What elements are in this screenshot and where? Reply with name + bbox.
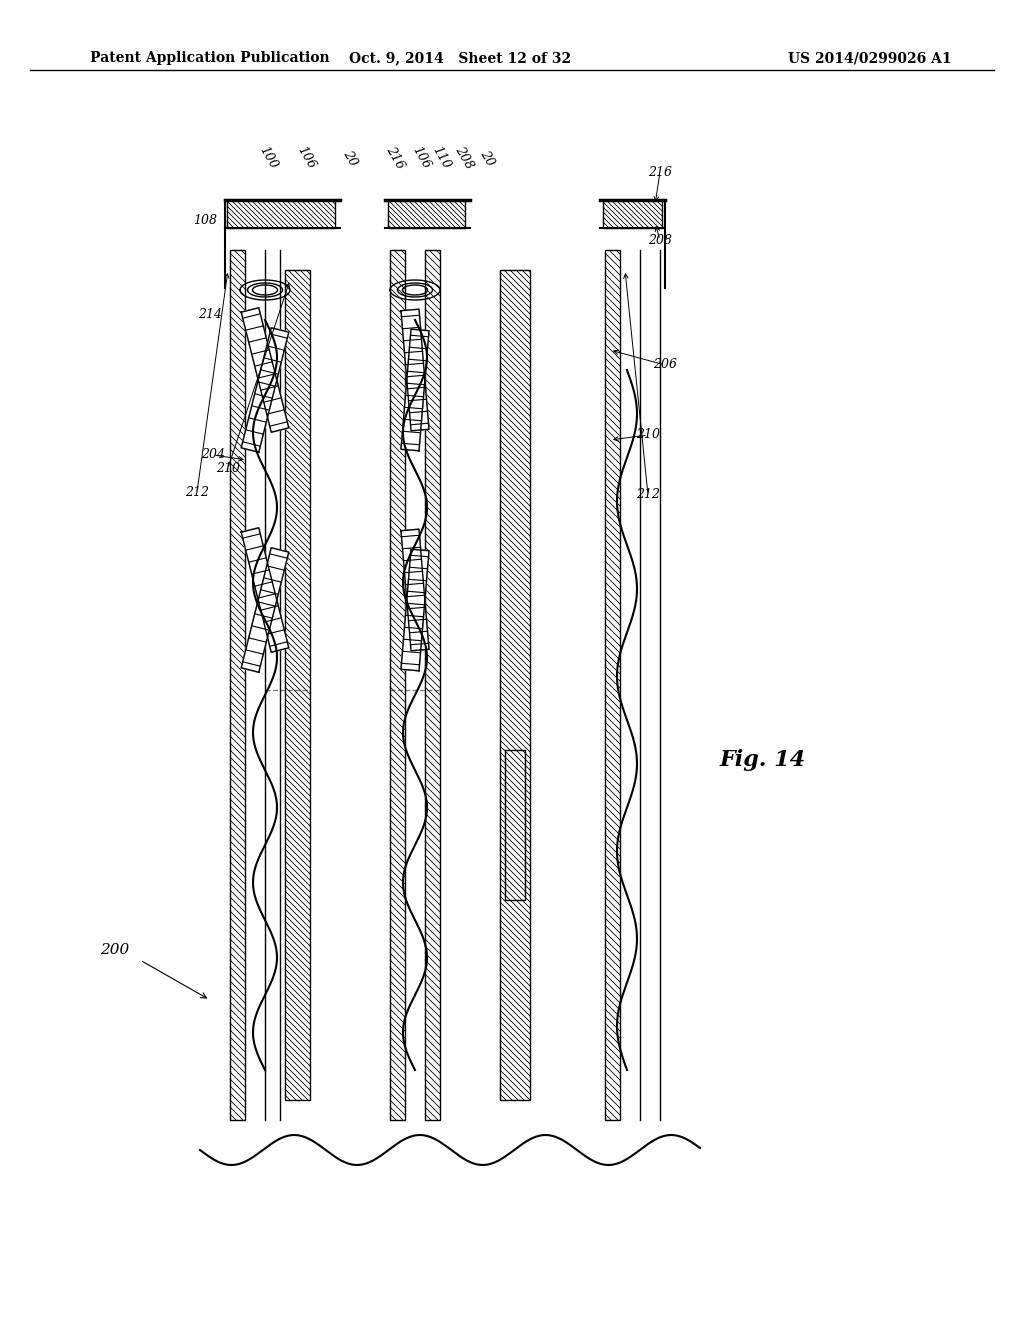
Text: 214: 214 <box>198 309 222 322</box>
Text: 210: 210 <box>636 429 660 441</box>
Text: 108: 108 <box>193 214 217 227</box>
Text: Fig. 14: Fig. 14 <box>720 748 806 771</box>
Polygon shape <box>242 308 289 432</box>
Polygon shape <box>401 329 429 450</box>
Text: 106: 106 <box>410 144 433 172</box>
Text: 210: 210 <box>216 462 240 474</box>
Text: 208: 208 <box>648 234 672 247</box>
Text: Patent Application Publication: Patent Application Publication <box>90 51 330 65</box>
Text: 20: 20 <box>340 148 359 168</box>
Text: Oct. 9, 2014   Sheet 12 of 32: Oct. 9, 2014 Sheet 12 of 32 <box>349 51 571 65</box>
Text: US 2014/0299026 A1: US 2014/0299026 A1 <box>788 51 952 65</box>
Polygon shape <box>401 309 429 430</box>
Text: 106: 106 <box>295 144 318 172</box>
Text: 212: 212 <box>636 488 660 502</box>
Text: 212: 212 <box>185 486 209 499</box>
Text: 208: 208 <box>452 144 475 172</box>
Text: 100: 100 <box>257 144 281 172</box>
Text: 110: 110 <box>430 144 454 172</box>
Polygon shape <box>242 327 289 453</box>
Polygon shape <box>242 548 289 672</box>
Polygon shape <box>242 528 289 652</box>
Text: 206: 206 <box>653 359 677 371</box>
Text: 20: 20 <box>477 148 497 168</box>
Text: 216: 216 <box>383 144 407 172</box>
Polygon shape <box>401 529 429 651</box>
Text: 204: 204 <box>201 449 225 462</box>
Text: 200: 200 <box>100 942 130 957</box>
Polygon shape <box>401 549 429 671</box>
Text: 216: 216 <box>648 165 672 178</box>
